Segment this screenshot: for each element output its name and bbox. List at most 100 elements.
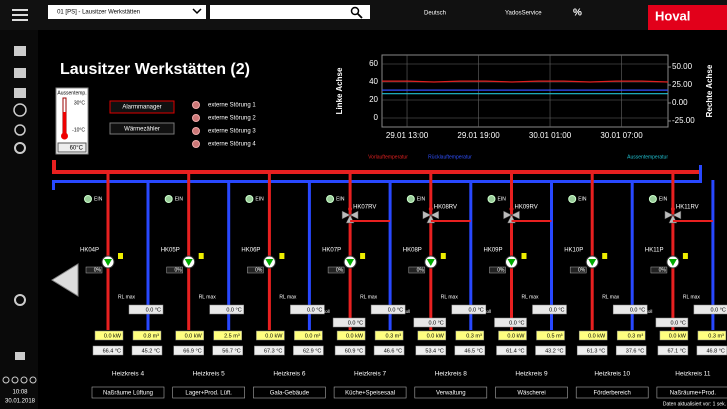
outdoor-label: Aussentemp. [57, 90, 86, 96]
pump-pct-box [85, 266, 103, 274]
trend-line [382, 80, 669, 83]
clock-date: 30.01.2018 [5, 399, 36, 405]
valve [664, 210, 682, 224]
rl-max-value: 0.0 °C [549, 307, 564, 313]
circuit-button[interactable] [253, 386, 326, 399]
pump-label: HK04P [80, 248, 99, 254]
circuit-label: Küche+Speisesaal [345, 391, 395, 397]
alarm-label: externe Störung 2 [208, 116, 256, 122]
supply-temp: 60.9 °C [345, 348, 363, 354]
return-pipe [630, 180, 634, 330]
flow: 0.3 m³ [466, 333, 482, 339]
alarm-lamp [192, 114, 200, 122]
y-tick-label: 20 [369, 95, 378, 104]
pump-pct-box [327, 266, 345, 274]
circuit-button[interactable] [172, 386, 245, 399]
circuit-name: Heizkreis 8 [435, 371, 468, 378]
outdoor-value: 60°C [70, 146, 84, 152]
power-box [175, 330, 204, 341]
flow: 0.8 m³ [143, 333, 159, 339]
supply-temp-box [254, 345, 285, 356]
circuit-name: Heizkreis 11 [675, 371, 711, 378]
supply-temp: 66.4 °C [103, 348, 121, 354]
rl-max-label: RL max [199, 294, 217, 300]
circuit-button[interactable] [575, 386, 649, 399]
circuit-label: Lager+Prod. Lüft. [185, 391, 232, 397]
rl-max-label: RL max [683, 294, 701, 300]
pump-pct: 0% [659, 267, 667, 273]
power-box [94, 330, 124, 341]
rl-max-label: RL max [602, 294, 620, 300]
y2-tick-label: 50.00 [672, 62, 693, 71]
return-temp: 62.9 °C [303, 348, 321, 354]
circuit-button[interactable] [656, 386, 727, 399]
alarm-label: externe Störung 3 [208, 129, 256, 135]
back-arrow[interactable] [51, 263, 79, 297]
percent[interactable]: % [573, 8, 582, 19]
pump-pct: 0% [174, 267, 182, 273]
language[interactable]: Deutsch [424, 11, 446, 17]
trend-left-label: Linke Achse [335, 67, 344, 114]
return-pipe [307, 180, 311, 330]
status-lamp [406, 195, 415, 203]
power: 0.0 kW [185, 333, 203, 339]
legend-entry: Rücklauftemperatur [428, 154, 472, 160]
supply-temp: 53.4 °C [425, 348, 443, 354]
search-icon [350, 6, 360, 16]
circuit-button[interactable] [495, 386, 568, 399]
alarm-label: externe Störung 4 [208, 142, 256, 148]
rl-max-value-box [693, 304, 727, 315]
thermometer-bulb [61, 132, 68, 140]
rl-max-label: RL max [360, 294, 378, 300]
meter-button-label: Wärmezähler [124, 127, 160, 133]
meter-button[interactable] [109, 122, 175, 135]
soll-label: Soll [645, 309, 653, 314]
supply-pipe [671, 170, 675, 330]
supply-temp-box [657, 345, 689, 356]
return-riser [52, 180, 55, 190]
alarm-lamp [192, 127, 200, 135]
alarm-button[interactable] [109, 100, 175, 114]
flow: 0.3 m³ [628, 333, 644, 339]
y2-tick-label: 25.00 [672, 80, 693, 89]
pump-pct-box [166, 266, 183, 274]
return-temp-box [454, 345, 486, 356]
pump-label: HK05P [161, 248, 180, 254]
service[interactable]: YadosService [505, 11, 542, 17]
clock-time: 10:08 [12, 390, 28, 396]
pump-hand [682, 253, 688, 259]
rl-max-value: 0.0 °C [226, 307, 241, 313]
x-tick-label: 29.01 19:00 [457, 131, 500, 140]
rl-max-value-box [451, 304, 487, 315]
pump-pct: 0% [497, 267, 505, 273]
search-box[interactable] [210, 5, 370, 19]
x-tick-label: 30.01 07:00 [600, 131, 643, 140]
supply-header [52, 170, 702, 174]
circuit-button[interactable] [414, 386, 488, 399]
pump-arrow [346, 259, 355, 266]
sidebar-icons[interactable] [2, 46, 37, 384]
bypass-pipe [430, 220, 471, 222]
valve-label: HK08RV [434, 205, 457, 211]
return-temp-box [212, 345, 243, 356]
circuit-button[interactable] [333, 386, 407, 399]
power: 0.0 kW [588, 333, 606, 339]
soll-value-box [332, 317, 366, 328]
pump-pct: 0% [255, 267, 263, 273]
return-pipe [227, 180, 231, 330]
circuit-button[interactable] [91, 386, 165, 399]
flow: 0.0 m³ [305, 333, 321, 339]
rl-max-value-box [128, 304, 164, 315]
return-temp-box [373, 345, 405, 356]
x-tick-label: 30.01 01:00 [529, 131, 572, 140]
power: 0.0 kW [427, 333, 445, 339]
bypass-pipe [350, 220, 391, 222]
soll-value: 0.0 °C [671, 320, 686, 326]
valve-label: HK09RV [515, 205, 538, 211]
circuit-name: Heizkreis 6 [273, 371, 306, 378]
soll-label: Soll [322, 309, 330, 314]
menu-icon[interactable] [12, 9, 28, 21]
return-temp: 46.8 °C [706, 348, 724, 354]
valve-actuator [348, 207, 353, 211]
site-select[interactable] [48, 5, 206, 19]
